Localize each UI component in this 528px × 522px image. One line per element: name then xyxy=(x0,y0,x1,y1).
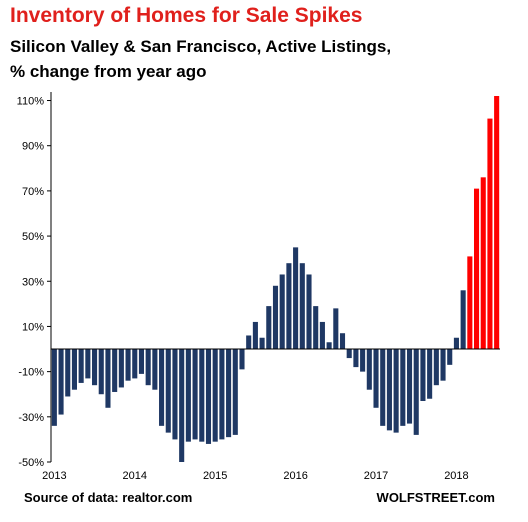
bar xyxy=(105,349,111,408)
y-tick-label: -10% xyxy=(18,367,44,379)
y-tick-label: 50% xyxy=(22,231,44,243)
bar xyxy=(373,349,379,408)
bar xyxy=(92,349,98,386)
bar xyxy=(406,349,413,424)
y-tick-label: 90% xyxy=(22,141,44,153)
bar xyxy=(165,349,171,433)
bar xyxy=(346,349,352,359)
bar xyxy=(125,349,131,381)
bar xyxy=(286,263,292,350)
x-tick-label: 2017 xyxy=(364,470,388,482)
bar xyxy=(199,349,205,442)
bar xyxy=(112,349,118,392)
bar xyxy=(212,349,218,442)
bar xyxy=(474,188,480,350)
bar xyxy=(413,349,419,435)
bar xyxy=(239,349,245,370)
bar xyxy=(333,308,339,350)
bar xyxy=(132,349,138,379)
bar xyxy=(98,349,104,395)
bar xyxy=(480,177,486,350)
bar xyxy=(453,337,459,350)
y-tick-label: -50% xyxy=(18,457,44,469)
brand-label: WOLFSTREET.com xyxy=(376,490,495,505)
bar xyxy=(306,274,312,350)
bar xyxy=(339,333,346,350)
bar xyxy=(71,349,77,390)
bar xyxy=(172,349,178,440)
x-tick-label: 2016 xyxy=(283,470,307,482)
bar xyxy=(266,306,272,350)
bar xyxy=(467,256,473,350)
source-note: Source of data: realtor.com xyxy=(24,490,193,505)
x-tick-label: 2013 xyxy=(42,470,66,482)
bar xyxy=(246,335,252,350)
bar xyxy=(185,349,191,442)
bar xyxy=(192,349,198,440)
bar xyxy=(85,349,91,379)
bar xyxy=(440,349,446,381)
bar xyxy=(326,342,332,350)
bar xyxy=(259,337,265,350)
bar xyxy=(487,118,493,350)
bar xyxy=(313,306,319,350)
bar xyxy=(138,349,145,374)
bar xyxy=(460,290,466,350)
bar xyxy=(232,349,238,435)
y-tick-label: 10% xyxy=(22,321,44,333)
bar xyxy=(152,349,158,390)
bar xyxy=(360,349,366,372)
bar xyxy=(353,349,359,368)
bar xyxy=(293,247,299,350)
bar xyxy=(420,349,426,401)
bar xyxy=(319,321,325,350)
bar xyxy=(447,349,453,365)
y-tick-label: 70% xyxy=(22,186,44,198)
bar xyxy=(393,349,399,433)
bar xyxy=(380,349,386,426)
bar xyxy=(272,285,279,350)
bar xyxy=(219,349,225,440)
bar xyxy=(58,349,64,415)
y-tick-label: -30% xyxy=(18,412,44,424)
bar xyxy=(159,349,165,426)
bar xyxy=(494,96,500,350)
bar xyxy=(279,274,285,350)
bar xyxy=(433,349,439,386)
bar xyxy=(78,349,84,383)
bar xyxy=(366,349,372,390)
x-tick-label: 2015 xyxy=(203,470,227,482)
bar xyxy=(386,349,392,431)
bar xyxy=(226,349,232,438)
bar xyxy=(252,321,258,350)
y-tick-label: 110% xyxy=(17,96,45,108)
y-tick-label: 30% xyxy=(22,276,44,288)
x-tick-label: 2018 xyxy=(444,470,468,482)
chart-subtitle: Silicon Valley & San Francisco, Active L… xyxy=(10,37,392,81)
bar xyxy=(205,349,212,444)
x-tick-label: 2014 xyxy=(123,470,147,482)
bar xyxy=(65,349,71,397)
chart-title: Inventory of Homes for Sale Spikes xyxy=(10,4,363,27)
bar xyxy=(427,349,433,399)
bar xyxy=(400,349,406,426)
bar xyxy=(299,263,305,350)
bar xyxy=(145,349,151,386)
bar xyxy=(179,349,185,462)
bar xyxy=(51,349,57,426)
bar xyxy=(118,349,124,388)
